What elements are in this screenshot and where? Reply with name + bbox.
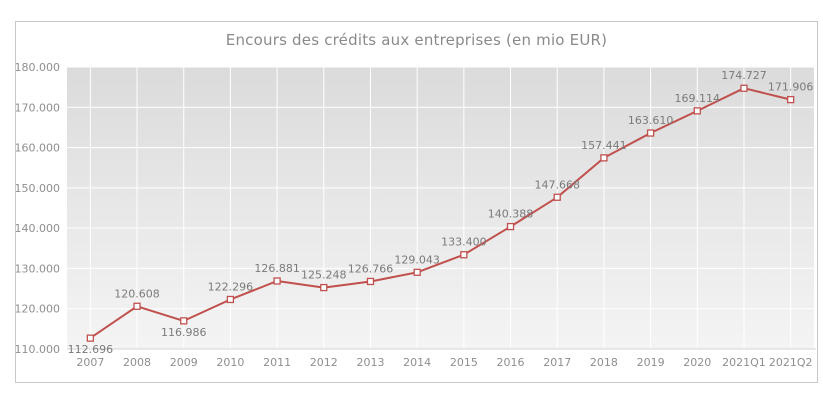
y-axis-label: 110.000 (16, 343, 60, 356)
data-point-marker (553, 193, 561, 201)
data-point-marker (226, 295, 235, 304)
x-axis-label: 2015 (450, 356, 478, 369)
y-axis-label: 160.000 (16, 142, 60, 155)
y-axis-label: 140.000 (16, 222, 60, 235)
data-point-label: 171.906 (768, 81, 814, 94)
y-axis-label: 180.000 (16, 61, 60, 74)
x-axis-label: 2021Q2 (769, 356, 813, 369)
data-series-line (89, 87, 792, 340)
data-point-label: 126.881 (254, 262, 300, 275)
x-axis-label: 2019 (637, 356, 665, 369)
data-point-label: 174.727 (721, 69, 767, 82)
data-point-marker (366, 277, 375, 286)
x-axis-label: 2014 (403, 356, 431, 369)
plot-area: 110.000 120.000 130.000 140.000 150.000 160.0… (16, 61, 816, 369)
data-point-label: 112.696 (68, 343, 114, 356)
data-point-label: 147.668 (534, 178, 580, 191)
data-point-marker (320, 283, 328, 292)
y-axis-label: 150.000 (16, 182, 60, 195)
data-point-marker (86, 334, 94, 342)
data-point-marker (740, 84, 748, 92)
x-axis-label: 2007 (76, 356, 104, 369)
x-axis-label: 2013 (356, 356, 384, 369)
x-axis-label: 2016 (497, 356, 525, 369)
data-point-marker (133, 302, 141, 310)
data-point-label: 169.114 (675, 92, 721, 105)
data-point-label: 125.248 (301, 269, 347, 282)
data-point-label: 116.986 (161, 326, 207, 339)
data-point-label: 163.610 (628, 114, 674, 127)
x-axis-label: 2008 (123, 356, 151, 369)
data-point-label: 122.296 (208, 280, 254, 293)
x-axis-label: 2021Q1 (722, 356, 766, 369)
x-axis-label: 2020 (683, 356, 711, 369)
x-axis-label: 2018 (590, 356, 618, 369)
x-axis-label: 2011 (263, 356, 291, 369)
data-point-marker (413, 268, 421, 276)
data-point-marker (460, 251, 468, 259)
data-point-label: 126.766 (348, 262, 394, 275)
data-point-label: 129.043 (394, 253, 440, 266)
x-axis-label: 2010 (216, 356, 244, 369)
data-point-label: 157.441 (581, 139, 627, 152)
chart-frame: Encours des crédits aux entreprises (en … (15, 21, 818, 383)
data-point-marker (646, 129, 655, 137)
data-point-marker (506, 222, 515, 231)
data-point-marker (600, 154, 608, 162)
x-axis-label: 2012 (310, 356, 338, 369)
x-axis-label: 2017 (543, 356, 571, 369)
data-point-marker (693, 107, 701, 115)
data-point-marker (180, 317, 188, 325)
data-point-label: 133.400 (441, 236, 487, 249)
data-point-marker (787, 95, 795, 104)
data-point-label: 120.608 (114, 287, 160, 300)
y-axis-label: 120.000 (16, 303, 60, 316)
y-axis-label: 130.000 (16, 262, 60, 275)
data-point-label: 140.388 (488, 208, 534, 221)
data-point-marker (273, 277, 281, 285)
x-axis-label: 2009 (170, 356, 198, 369)
y-axis-label: 170.000 (16, 101, 60, 114)
